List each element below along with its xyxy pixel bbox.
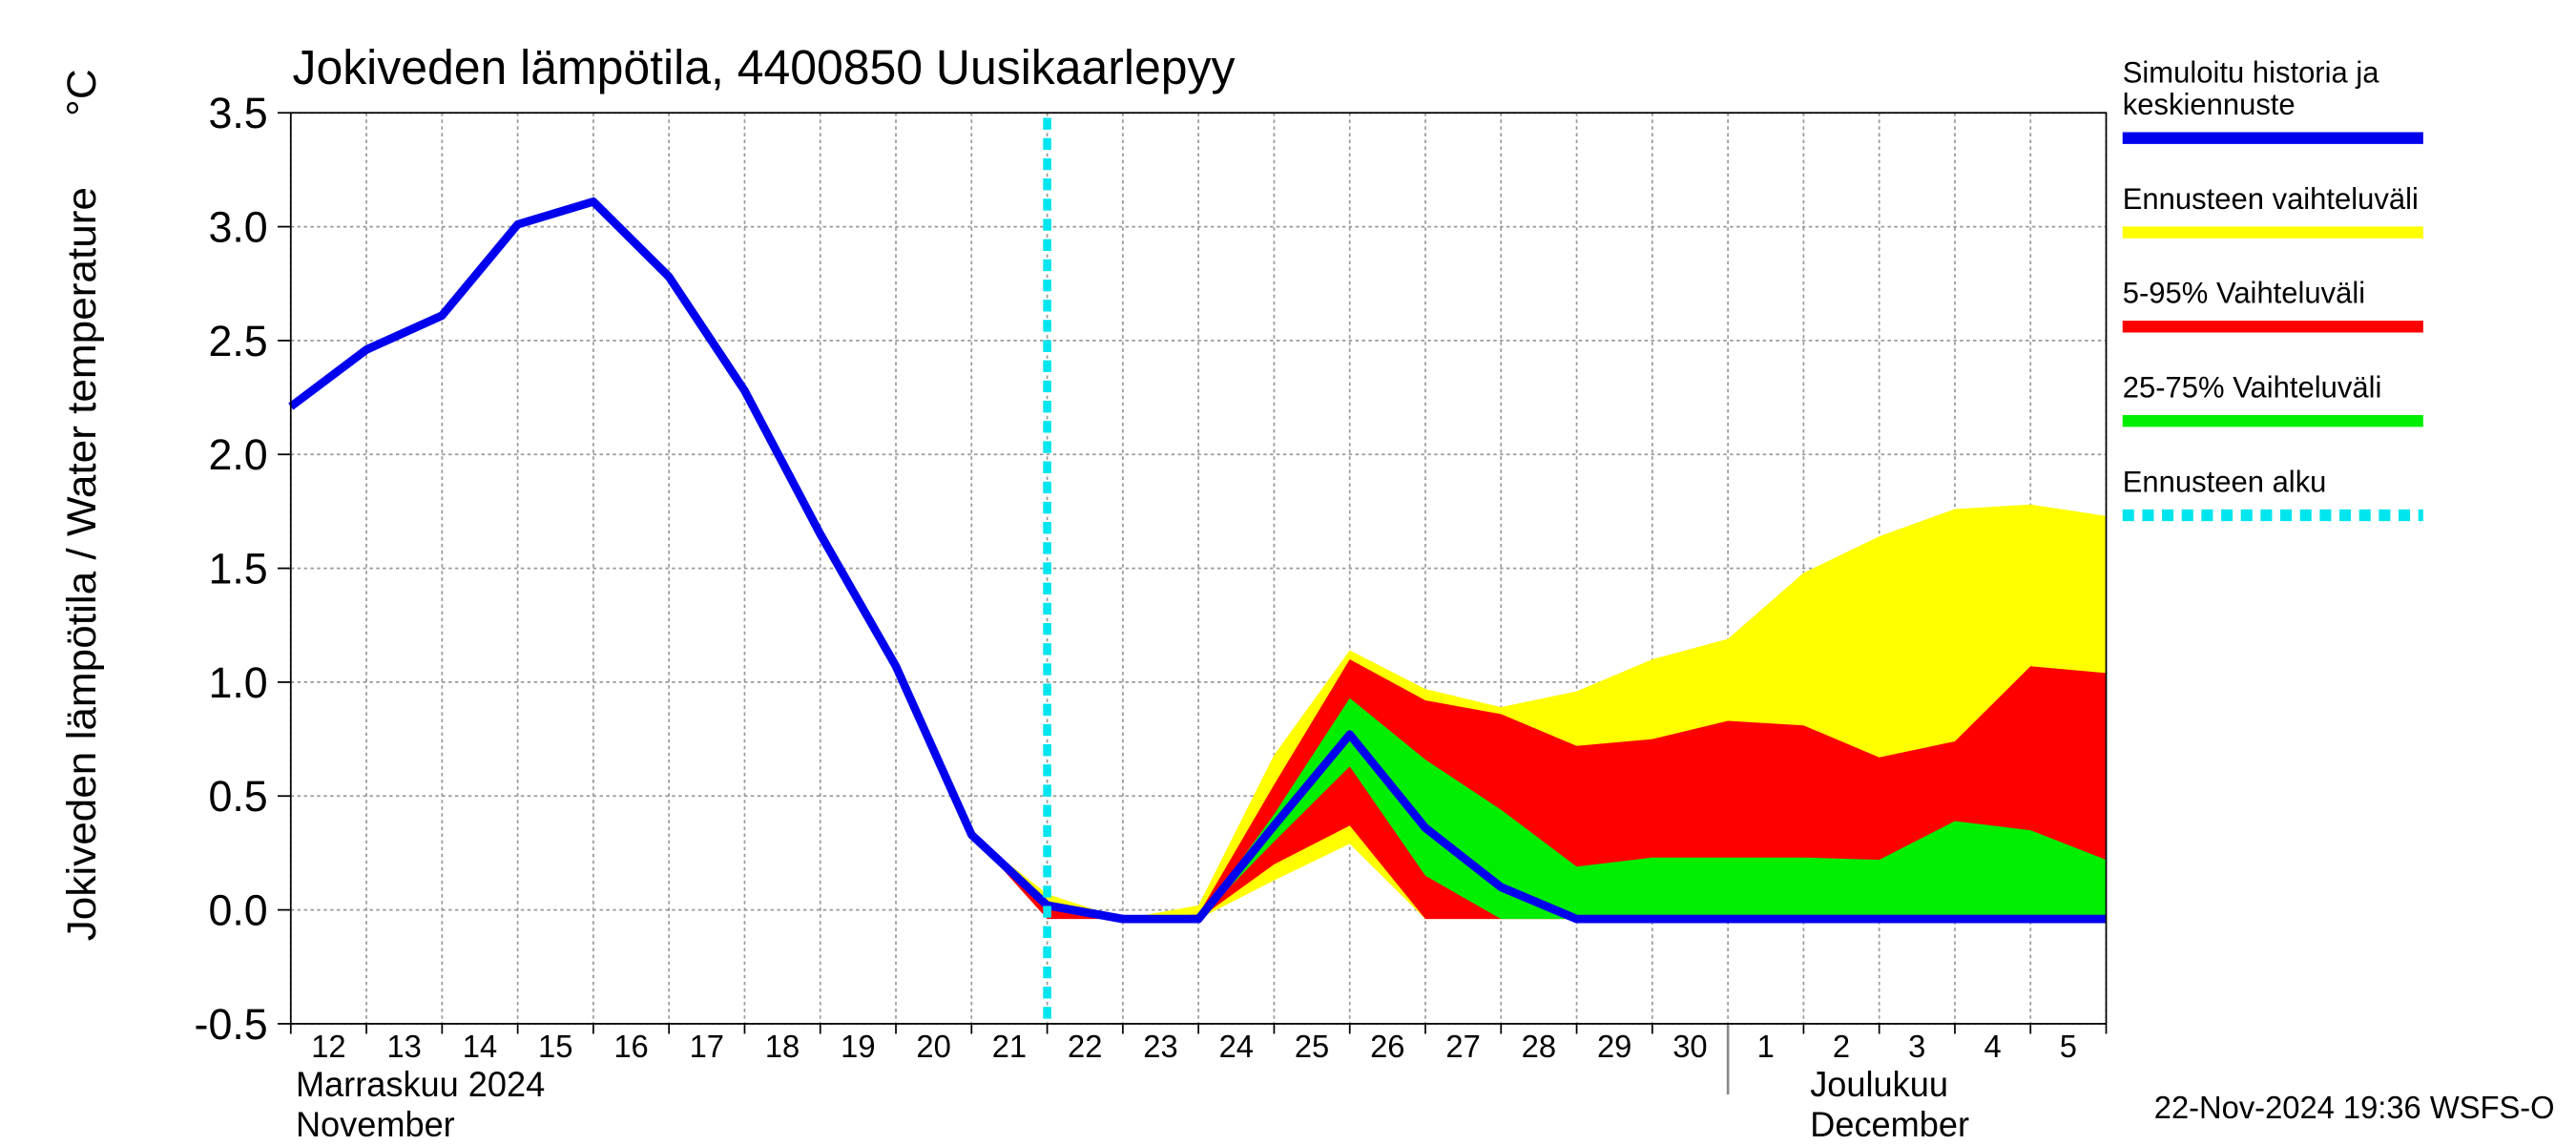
y-axis-unit: °C bbox=[59, 69, 104, 116]
x-tick-label: 3 bbox=[1908, 1030, 1925, 1065]
legend-label: 5-95% Vaihteluväli bbox=[2122, 278, 2366, 310]
x-tick-label: 15 bbox=[538, 1030, 572, 1065]
legend-label: Ennusteen alku bbox=[2122, 466, 2327, 499]
y-tick-label: 0.5 bbox=[208, 772, 267, 822]
x-tick-label: 22 bbox=[1068, 1030, 1102, 1065]
y-tick-label: 2.5 bbox=[208, 316, 267, 365]
legend-label: Ennusteen vaihteluväli bbox=[2122, 183, 2419, 216]
y-tick-label: 1.0 bbox=[208, 657, 267, 707]
month-label-en: November bbox=[296, 1105, 455, 1144]
x-tick-label: 19 bbox=[841, 1030, 875, 1065]
legend-text: Ennusteen alku bbox=[2122, 466, 2327, 499]
month-label-en: December bbox=[1810, 1105, 1969, 1144]
x-tick-label: 14 bbox=[463, 1030, 497, 1065]
x-tick-label: 13 bbox=[386, 1030, 421, 1065]
month-label: Joulukuu bbox=[1810, 1064, 1948, 1103]
legend-text: Ennusteen vaihteluväli bbox=[2122, 183, 2419, 216]
x-tick-label: 25 bbox=[1295, 1030, 1329, 1065]
legend-text: 25-75% Vaihteluväli bbox=[2122, 372, 2382, 405]
plot-frame bbox=[289, 112, 2108, 1025]
x-tick-label: 12 bbox=[311, 1030, 345, 1065]
x-tick-label: 30 bbox=[1672, 1030, 1707, 1065]
legend-label: Simuloitu historia ja keskiennuste bbox=[2122, 57, 2379, 122]
y-tick-label: 3.5 bbox=[208, 89, 267, 138]
x-tick-label: 21 bbox=[992, 1030, 1027, 1065]
x-tick-label: 1 bbox=[1757, 1030, 1775, 1065]
y-tick-label: 3.0 bbox=[208, 202, 267, 252]
x-tick-label: 16 bbox=[613, 1030, 648, 1065]
x-tick-label: 18 bbox=[765, 1030, 800, 1065]
y-tick-label: 1.5 bbox=[208, 544, 267, 593]
footer: 22-Nov-2024 19:36 WSFS-O bbox=[2154, 1090, 2555, 1125]
y-tick-label: 0.0 bbox=[208, 885, 267, 935]
chart-title: Jokiveden lämpötila, 4400850 Uusikaarlep… bbox=[293, 40, 1236, 95]
y-axis-label: Jokiveden lämpötila / Water temperature bbox=[59, 187, 104, 941]
y-tick-label: -0.5 bbox=[195, 999, 268, 1049]
x-tick-label: 26 bbox=[1370, 1030, 1404, 1065]
legend-text: Simuloitu historia ja keskiennuste bbox=[2122, 57, 2379, 122]
x-tick-label: 23 bbox=[1143, 1030, 1177, 1065]
legend-text: 5-95% Vaihteluväli bbox=[2122, 278, 2366, 310]
x-tick-label: 2 bbox=[1833, 1030, 1850, 1065]
x-tick-label: 4 bbox=[1984, 1030, 2001, 1065]
x-tick-label: 17 bbox=[690, 1030, 724, 1065]
month-label: Marraskuu 2024 bbox=[296, 1064, 545, 1103]
x-tick-label: 28 bbox=[1522, 1030, 1556, 1065]
x-tick-label: 5 bbox=[2060, 1030, 2077, 1065]
x-tick-label: 27 bbox=[1445, 1030, 1480, 1065]
x-tick-label: 24 bbox=[1219, 1030, 1254, 1065]
legend-label: 25-75% Vaihteluväli bbox=[2122, 372, 2382, 405]
y-tick-label: 2.0 bbox=[208, 430, 267, 480]
x-tick-label: 29 bbox=[1597, 1030, 1631, 1065]
x-tick-label: 20 bbox=[916, 1030, 950, 1065]
band bbox=[971, 697, 2107, 920]
line bbox=[288, 197, 2107, 924]
